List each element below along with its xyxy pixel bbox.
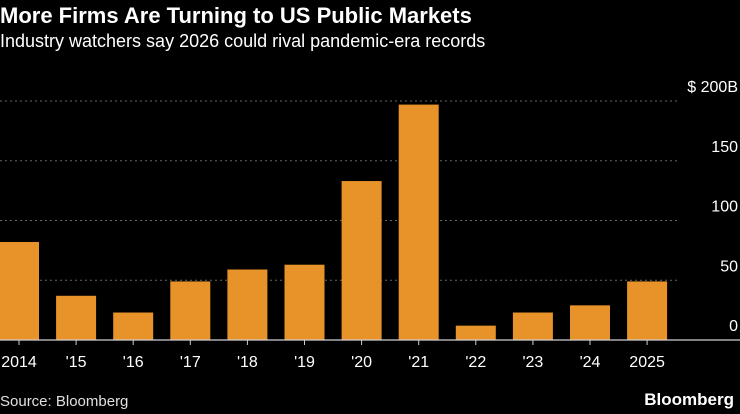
y-tick-label: 0	[729, 318, 738, 335]
bar	[227, 269, 268, 340]
bar	[627, 281, 668, 340]
bar	[341, 181, 382, 340]
bar	[56, 295, 97, 340]
bar	[0, 242, 39, 340]
bar	[455, 325, 496, 340]
x-tick-label: '23	[522, 354, 543, 371]
y-tick-label: 100	[711, 199, 738, 216]
y-tick-label: 50	[720, 258, 738, 275]
x-tick-label: 2014	[1, 354, 37, 371]
x-tick-label: '20	[351, 354, 372, 371]
bar	[398, 104, 439, 341]
chart-title: More Firms Are Turning to US Public Mark…	[0, 3, 472, 28]
bar	[284, 264, 325, 340]
y-tick-label: 150	[711, 139, 738, 156]
source-note: Source: Bloomberg	[0, 393, 129, 410]
bar	[170, 281, 211, 340]
x-tick-label: '24	[580, 354, 601, 371]
bar	[113, 312, 154, 340]
bloomberg-logo: Bloomberg	[644, 390, 734, 409]
y-tick-label: $ 200B	[687, 79, 738, 96]
x-tick-label: '18	[237, 354, 258, 371]
chart-subtitle: Industry watchers say 2026 could rival p…	[0, 31, 486, 51]
x-tick-label: '21	[408, 354, 429, 371]
x-tick-label: '16	[123, 354, 144, 371]
bar	[512, 312, 553, 340]
x-tick-label: '17	[180, 354, 201, 371]
x-tick-label: '15	[66, 354, 87, 371]
bar	[570, 305, 610, 340]
x-tick-label: '19	[294, 354, 315, 371]
x-tick-label: '22	[465, 354, 486, 371]
x-tick-label: 2025	[629, 354, 665, 371]
